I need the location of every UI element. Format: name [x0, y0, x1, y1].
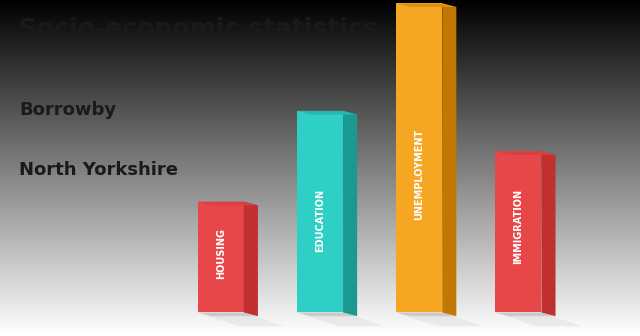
Polygon shape: [541, 151, 556, 316]
Polygon shape: [297, 111, 357, 115]
Polygon shape: [396, 3, 442, 312]
Polygon shape: [244, 202, 258, 316]
Polygon shape: [396, 312, 456, 316]
Text: UNEMPLOYMENT: UNEMPLOYMENT: [414, 128, 424, 220]
Polygon shape: [198, 202, 244, 312]
Polygon shape: [198, 312, 258, 316]
Text: IMMIGRATION: IMMIGRATION: [513, 189, 524, 264]
Polygon shape: [396, 312, 483, 326]
Text: HOUSING: HOUSING: [216, 228, 226, 279]
Polygon shape: [198, 202, 258, 205]
Polygon shape: [343, 111, 357, 316]
Polygon shape: [442, 3, 456, 316]
Text: Borrowby: Borrowby: [19, 101, 116, 119]
Polygon shape: [495, 151, 556, 155]
Polygon shape: [297, 111, 343, 312]
Polygon shape: [297, 312, 357, 316]
Polygon shape: [396, 3, 456, 7]
Text: EDUCATION: EDUCATION: [315, 189, 325, 252]
Polygon shape: [297, 312, 384, 326]
Polygon shape: [495, 312, 582, 326]
Text: Socio-economic statistics: Socio-economic statistics: [19, 17, 378, 41]
Polygon shape: [495, 151, 541, 312]
Polygon shape: [495, 312, 556, 316]
Text: North Yorkshire: North Yorkshire: [19, 161, 178, 179]
Polygon shape: [198, 312, 285, 326]
